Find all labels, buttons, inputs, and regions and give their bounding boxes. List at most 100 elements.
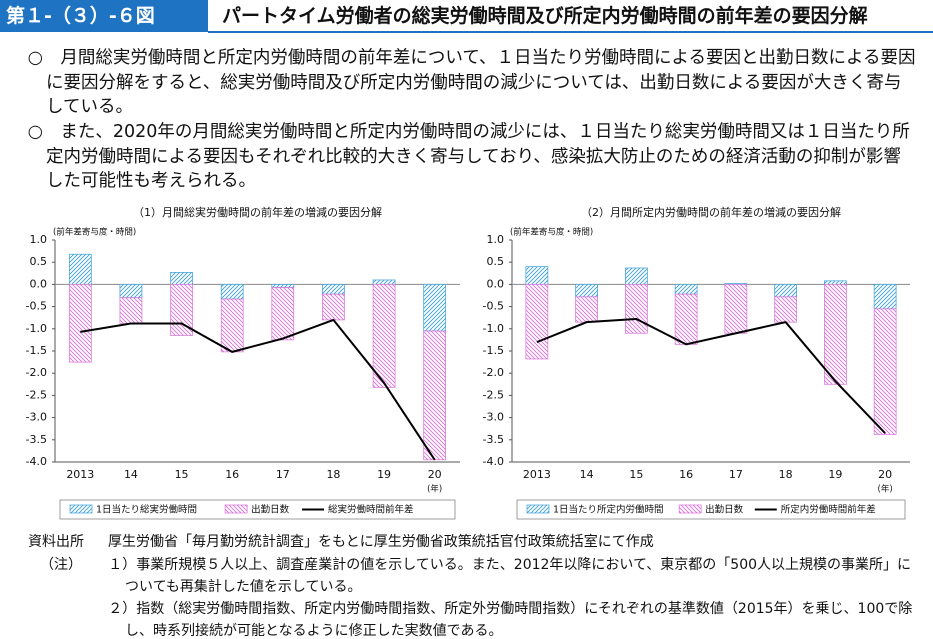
x-tick-label: 19	[828, 468, 842, 481]
bar-segment	[271, 284, 295, 288]
y-tick-label: -0.5	[26, 300, 47, 313]
y-tick-label: 0.0	[487, 277, 505, 290]
bar-segment	[575, 284, 598, 298]
bar-segment	[774, 284, 797, 298]
y-axis-label: (前年差寄与度・時間)	[53, 227, 136, 238]
y-tick-label: -3.0	[483, 411, 504, 424]
y-axis-label: (前年差寄与度・時間)	[510, 227, 593, 238]
y-tick-label: -3.5	[26, 433, 47, 446]
bar-segment	[322, 284, 345, 295]
x-axis-label: (年)	[878, 484, 893, 495]
charts: （1）月間総実労働時間の前年差の増減の要因分解 (前年差寄与度・時間) 1.0 0.5…	[26, 205, 910, 520]
legend-swatch	[678, 504, 702, 514]
y-tick-label: -1.5	[483, 344, 504, 357]
bar-segment	[220, 298, 244, 353]
bar-segment	[575, 296, 598, 323]
figure-title: パートタイム労働者の総実労働時間及び所定内労働時間の前年差の要因分解	[222, 5, 868, 27]
x-tick-label: 14	[580, 468, 594, 481]
chart-title: （2）月間所定内労働時間の前年差の増減の要因分解	[581, 205, 841, 219]
y-tick-label: -2.5	[483, 388, 504, 401]
bar-segment	[372, 279, 396, 285]
bar-segment	[674, 293, 698, 345]
bar-segment	[774, 296, 797, 323]
notes-label: （注）	[40, 557, 82, 573]
bar-segment	[220, 284, 244, 300]
x-axis-label: (年)	[427, 484, 442, 495]
bar-segment	[372, 284, 396, 388]
x-tick-label: 17	[729, 468, 743, 481]
bar-segment	[873, 308, 897, 435]
figure-label: 第１-（３）-６図	[0, 0, 208, 32]
y-tick-label: -0.5	[483, 300, 504, 313]
bar-segment	[68, 284, 92, 363]
line	[80, 318, 436, 461]
note: ２）指数（総実労働時間指数、所定内労働時間指数、所定外労働時間指数）にそれぞれの…	[108, 601, 913, 639]
x-tick-label: 16	[225, 468, 239, 481]
y-tick-label: -3.0	[26, 411, 47, 424]
y-tick-label: -1.5	[26, 344, 47, 357]
bar-segment	[824, 280, 847, 285]
legend-swatch	[526, 504, 550, 514]
y-tick-label: -4.0	[26, 455, 47, 468]
x-tick-label: 16	[679, 468, 693, 481]
paragraph: ○ 月間総実労働時間と所定内労働時間の前年差について、１日当たり労働時間による要…	[27, 48, 916, 117]
bar-segment	[525, 284, 549, 360]
bar-segment	[625, 284, 648, 334]
legend-box	[516, 499, 906, 520]
x-tick-label: 15	[175, 468, 189, 481]
x-tick-label: 2013	[523, 468, 551, 481]
source-label: 資料出所	[28, 534, 84, 550]
chart-title: （1）月間総実労働時間の前年差の増減の要因分解	[133, 205, 382, 219]
y-tick-label: -2.5	[26, 388, 47, 401]
title-underline	[208, 31, 933, 33]
bar-segment	[119, 284, 143, 299]
y-tick-label: 1.0	[30, 233, 48, 246]
source-text: 厚生労働省「毎月勤労統計調査」をもとに厚生労働省政策統括官付政策統括室にて作成	[108, 534, 654, 550]
y-tick-label: 1.0	[487, 233, 505, 246]
y-tick-label: 0.0	[30, 277, 48, 290]
legend-label: 総実労働時間前年差	[328, 504, 414, 516]
legend-label: 1日当たり総実労働時間	[96, 504, 197, 516]
legend-label: 所定内労働時間前年差	[781, 504, 876, 516]
x-tick-label: 20	[428, 468, 442, 481]
bar-segment	[119, 297, 143, 324]
legend-swatch	[224, 504, 248, 514]
x-tick-label: 15	[629, 468, 643, 481]
y-tick-label: -2.0	[483, 366, 504, 379]
bar-segment	[873, 284, 897, 310]
bar-segment	[824, 284, 847, 385]
y-tick-label: -1.0	[483, 322, 504, 335]
bar-segment	[423, 284, 447, 332]
bar-segment	[525, 266, 549, 285]
note: １）事業所規模５人以上、調査産業計の値を示している。また、2012年以降において…	[108, 557, 912, 595]
legend-label: 1日当たり所定内労働時間	[553, 504, 664, 516]
y-tick-label: -1.0	[26, 322, 47, 335]
x-tick-label: 17	[276, 468, 290, 481]
x-tick-label: 18	[779, 468, 793, 481]
x-tick-label: 19	[377, 468, 391, 481]
y-tick-label: -4.0	[483, 455, 504, 468]
legend-label: 出勤日数	[705, 504, 744, 516]
paragraph: ○ また、2020年の月間総実労働時間と所定内労働時間の減少には、１日当たり総実…	[27, 122, 910, 191]
x-tick-label: 2013	[66, 468, 94, 481]
x-tick-label: 18	[326, 468, 340, 481]
bar-segment	[68, 253, 92, 285]
bar-segment	[170, 272, 193, 285]
bar-segment	[423, 330, 447, 461]
bar-segment	[724, 284, 748, 334]
y-tick-label: -2.0	[26, 366, 47, 379]
legend-box	[59, 499, 456, 520]
x-tick-label: 14	[124, 468, 138, 481]
bar-segment	[271, 287, 295, 341]
legend-swatch	[69, 504, 93, 514]
y-tick-label: 0.5	[30, 255, 48, 268]
bar-segment	[625, 267, 648, 285]
y-tick-label: -3.5	[483, 433, 504, 446]
bar-segment	[674, 284, 698, 295]
x-tick-label: 20	[878, 468, 892, 481]
line	[536, 318, 886, 434]
y-tick-label: 0.5	[487, 255, 505, 268]
bar-segment	[322, 293, 345, 321]
legend-label: 出勤日数	[251, 504, 290, 516]
